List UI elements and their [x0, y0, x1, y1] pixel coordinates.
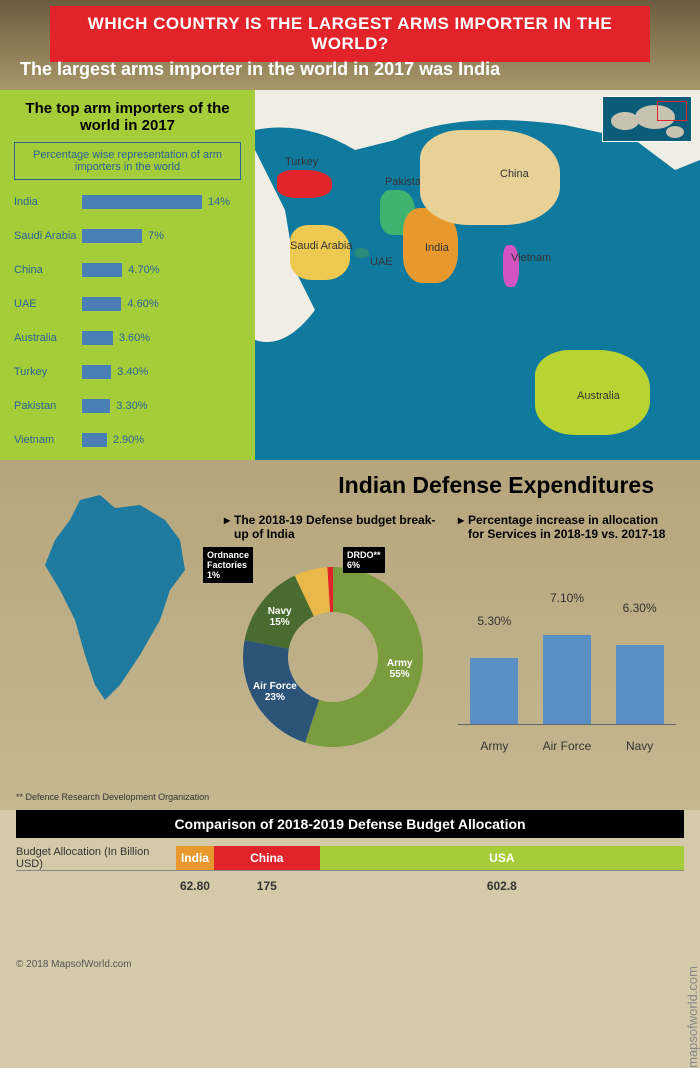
bar-value: 3.30% [116, 400, 147, 412]
bar-label: UAE [14, 298, 82, 310]
country-uae [355, 248, 369, 258]
donut-label: Navy15% [258, 606, 302, 628]
bar-value: 4.60% [127, 298, 158, 310]
bar-value: 3.40% [117, 366, 148, 378]
budget-bar-china: China [214, 846, 320, 870]
top-importers-panel: The top arm importers of the world in 20… [0, 90, 255, 460]
bar-row: UAE 4.60% [14, 296, 241, 312]
top-importers-subtitle: Percentage wise representation of arm im… [14, 142, 241, 180]
donut-heading: The 2018-19 Defense budget break-up of I… [224, 513, 442, 541]
bar-row: Turkey 3.40% [14, 364, 241, 380]
drdo-footnote: ** Defence Research Development Organiza… [16, 792, 209, 802]
service-value: 5.30% [477, 614, 511, 628]
bar-label: Vietnam [14, 434, 82, 446]
main-title: WHICH COUNTRY IS THE LARGEST ARMS IMPORT… [50, 6, 650, 62]
bar-label: China [14, 264, 82, 276]
bar-value: 4.70% [128, 264, 159, 276]
watermark: mapsofworld.com [685, 966, 700, 1068]
donut-label: Army55% [378, 658, 422, 680]
bar-row: India 14% [14, 194, 241, 210]
donut-label: Air Force23% [253, 681, 297, 703]
country-china [420, 130, 560, 225]
country-label: Saudi Arabia [290, 240, 352, 252]
comparison-axis-label: Budget Allocation (In Billion USD) [16, 846, 176, 870]
comparison-title: Comparison of 2018-2019 Defense Budget A… [16, 810, 684, 838]
defense-columns: The 2018-19 Defense budget break-up of I… [216, 513, 684, 757]
bar-value: 7% [148, 230, 164, 242]
world-map: TurkeySaudi ArabiaUAEPakistanIndiaChinaV… [255, 90, 700, 460]
subtitle: The largest arms importer in the world i… [20, 59, 500, 80]
bar-row: Pakistan 3.30% [14, 398, 241, 414]
bar-row: Australia 3.60% [14, 330, 241, 346]
india-silhouette [20, 490, 200, 710]
comparison-row: Budget Allocation (In Billion USD) India… [16, 838, 684, 871]
service-value: 6.30% [623, 601, 657, 615]
service-label: Navy [610, 739, 670, 753]
globe-inset [602, 96, 692, 142]
top-section: The top arm importers of the world in 20… [0, 90, 700, 460]
service-bar: 7.10% [543, 591, 591, 724]
bar-chart-rows: India 14% Saudi Arabia 7% China 4.70% UAE 4… [14, 194, 241, 448]
comparison-bars: IndiaChinaUSA [176, 846, 684, 870]
copyright: © 2018 MapsofWorld.com [16, 959, 132, 970]
country-label: China [500, 168, 529, 180]
country-label: Australia [577, 390, 620, 402]
callout-ordnance: OrdnanceFactories1% [203, 547, 253, 583]
services-column: Percentage increase in allocation for Se… [450, 513, 684, 757]
country-turkey [277, 170, 332, 198]
bar-value: 2.90% [113, 434, 144, 446]
header: WHICH COUNTRY IS THE LARGEST ARMS IMPORT… [0, 0, 700, 90]
country-label: India [425, 242, 449, 254]
callout-drdo: DRDO**6% [343, 547, 385, 573]
budget-value: 602.8 [320, 879, 684, 893]
donut-chart: Army55%Air Force23%Navy15% OrdnanceFacto… [233, 557, 433, 757]
bar-value: 3.60% [119, 332, 150, 344]
bar-row: China 4.70% [14, 262, 241, 278]
budget-value: 62.80 [176, 879, 214, 893]
bar-label: Pakistan [14, 400, 82, 412]
comparison-values: 62.80175602.8 [176, 871, 684, 893]
service-value: 7.10% [550, 591, 584, 605]
service-label: Air Force [537, 739, 597, 753]
bar-row: Saudi Arabia 7% [14, 228, 241, 244]
service-bar: 6.30% [616, 601, 664, 724]
bar-label: Saudi Arabia [14, 230, 82, 242]
budget-bar-india: India [176, 846, 214, 870]
service-bar: 5.30% [470, 614, 518, 724]
budget-bar-usa: USA [320, 846, 684, 870]
service-label: Army [464, 739, 524, 753]
top-importers-title: The top arm importers of the world in 20… [14, 100, 241, 134]
services-labels: Army Air Force Navy [458, 733, 676, 753]
bar-label: India [14, 196, 82, 208]
budget-value: 175 [214, 879, 320, 893]
bar-row: Vietnam 2.90% [14, 432, 241, 448]
bar-label: Turkey [14, 366, 82, 378]
country-saudi-arabia [290, 225, 350, 280]
country-label: Turkey [285, 156, 318, 168]
country-label: Vietnam [511, 252, 551, 264]
budget-comparison-section: Comparison of 2018-2019 Defense Budget A… [0, 810, 700, 940]
country-label: UAE [370, 256, 393, 268]
services-bar-chart: 5.30% 7.10% 6.30% [458, 565, 676, 725]
bar-label: Australia [14, 332, 82, 344]
bar-value: 14% [208, 196, 230, 208]
donut-column: The 2018-19 Defense budget break-up of I… [216, 513, 450, 757]
india-defense-section: Indian Defense Expenditures The 2018-19 … [0, 460, 700, 810]
services-heading: Percentage increase in allocation for Se… [458, 513, 676, 541]
